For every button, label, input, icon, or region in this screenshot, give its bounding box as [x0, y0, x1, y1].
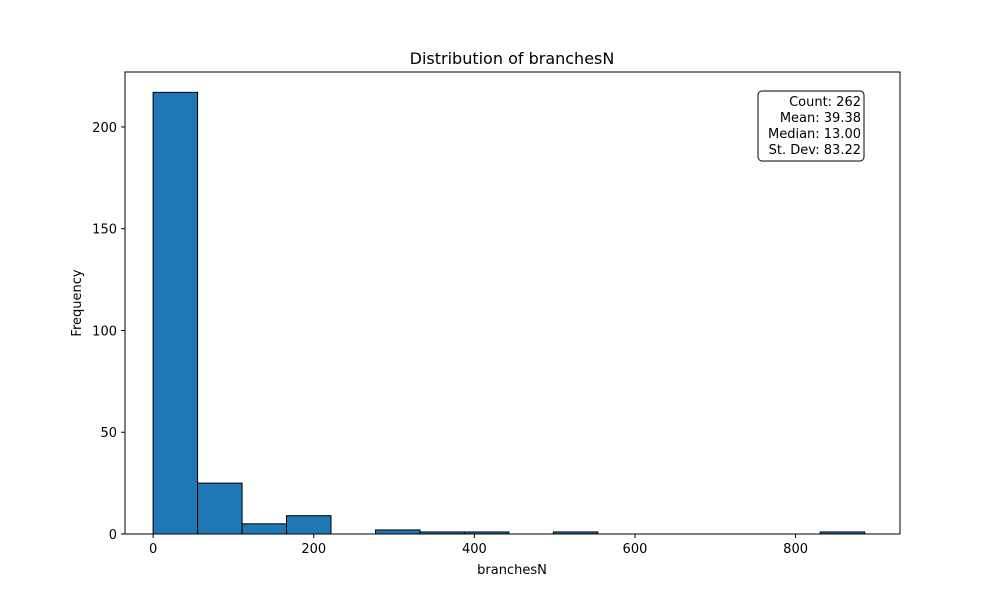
histogram-bar — [241, 523, 288, 535]
y-tick-label: 0 — [109, 528, 117, 543]
bars-group — [152, 91, 866, 535]
histogram-bar — [286, 515, 332, 535]
x-tick-label: 600 — [623, 542, 648, 557]
histogram-bar — [197, 482, 243, 535]
stat-stdev: St. Dev: 83.22 — [769, 143, 861, 158]
plot-frame — [124, 71, 901, 535]
y-tick-label: 50 — [100, 426, 117, 441]
histogram-bar — [374, 529, 421, 535]
x-tick-label: 0 — [149, 542, 157, 557]
y-axis-ticks: 0 50 100 150 200 — [92, 121, 125, 543]
x-tick-label: 800 — [783, 542, 808, 557]
histogram-bar — [152, 91, 199, 535]
x-tick-label: 200 — [301, 542, 326, 557]
x-axis-label: branchesN — [477, 563, 547, 578]
y-tick-label: 200 — [92, 121, 117, 136]
y-tick-label: 150 — [92, 223, 117, 238]
x-tick-label: 400 — [462, 542, 487, 557]
stat-count: Count: 262 — [789, 95, 861, 110]
y-axis-label: Frequency — [70, 269, 85, 336]
stat-median: Median: 13.00 — [768, 127, 861, 142]
stat-mean: Mean: 39.38 — [780, 111, 861, 126]
x-axis-ticks: 0 200 400 600 800 — [149, 534, 808, 557]
chart-title: Distribution of branchesN — [410, 49, 615, 68]
stats-box-frame — [757, 90, 865, 162]
y-tick-label: 100 — [92, 324, 117, 339]
stats-box: Count: 262 Mean: 39.38 Median: 13.00 St.… — [757, 90, 865, 162]
